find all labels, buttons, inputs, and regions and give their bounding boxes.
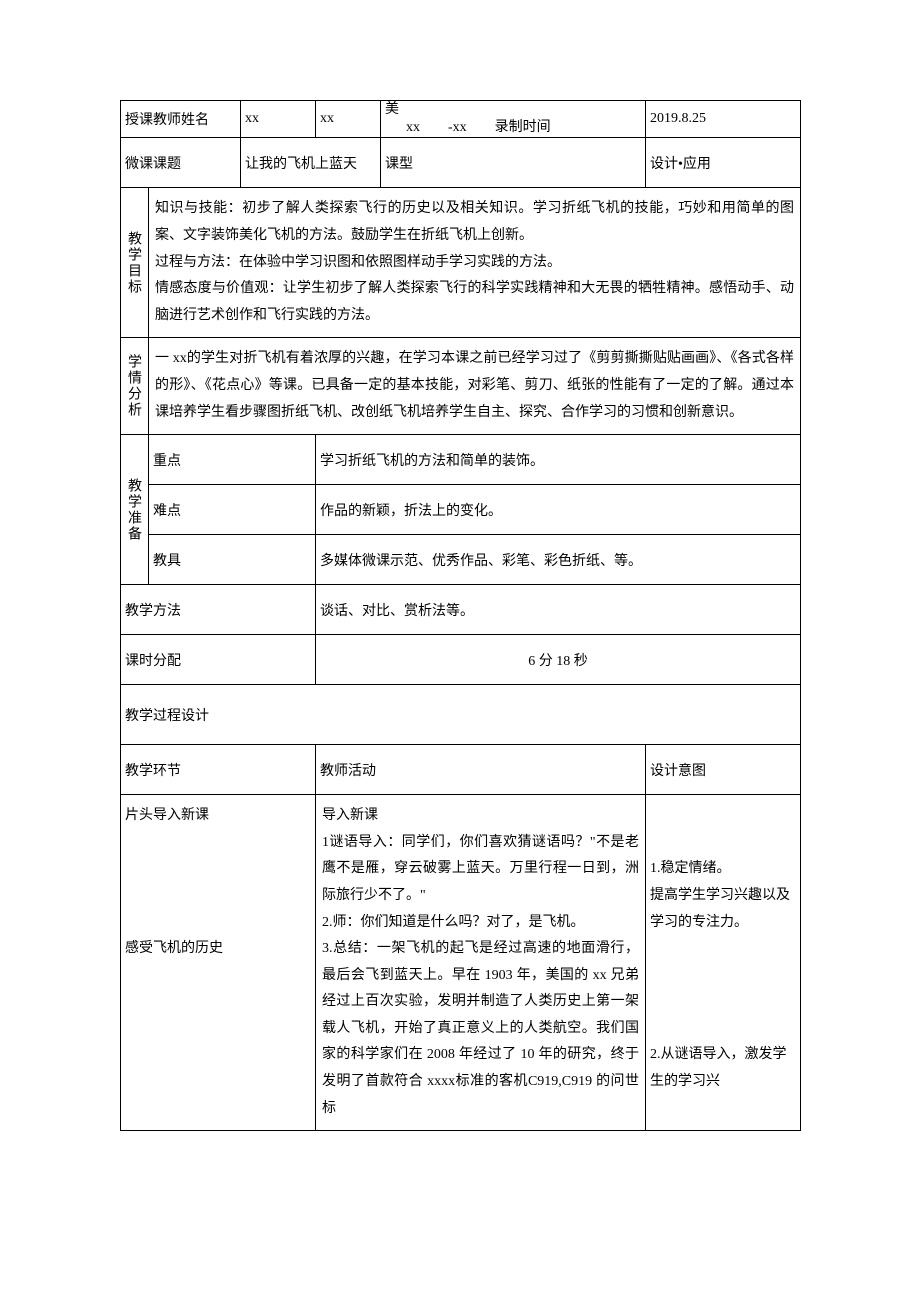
duration-row: 课时分配 6 分 18 秒 — [121, 635, 801, 685]
course-title-label: 微课课题 — [121, 138, 241, 188]
intent-1: 1.稳定情绪。 提高学生学习兴趣以及学习的专注力。 — [650, 861, 790, 929]
process-col1: 教学环节 — [121, 745, 316, 795]
objectives-content: 知识与技能：初步了解人类探索飞行的历史以及相关知识。学习折纸飞机的技能，巧妙和用… — [149, 188, 801, 338]
course-title: 让我的飞机上蓝天 — [241, 138, 381, 188]
subject-dash: -xx — [448, 120, 467, 135]
difficulty-content: 作品的新颖，折法上的变化。 — [316, 485, 801, 535]
tools-label: 教具 — [149, 535, 316, 585]
header-row-2: 微课课题 让我的飞机上蓝天 课型 设计•应用 — [121, 138, 801, 188]
process-activity: 导入新课 1谜语导入：同学们，你们喜欢猜谜语吗？"不是老鹰不是雁，穿云破雾上蓝天… — [316, 795, 646, 1131]
subject-mid: xx — [406, 120, 420, 135]
teacher-name-label: 授课教师姓名 — [121, 101, 241, 138]
subject-cell: 美 xx -xx 录制时间 — [381, 101, 646, 138]
method-label: 教学方法 — [121, 585, 316, 635]
header-row-1: 授课教师姓名 xx xx 美 xx -xx 录制时间 2019.8.25 — [121, 101, 801, 138]
phase-2: 感受飞机的历史 — [125, 941, 223, 956]
process-col2: 教师活动 — [316, 745, 646, 795]
record-time: 2019.8.25 — [646, 101, 801, 138]
duration-content: 6 分 18 秒 — [316, 635, 801, 685]
lesson-type: 设计•应用 — [646, 138, 801, 188]
record-time-label: 录制时间 — [495, 120, 551, 135]
method-content: 谈话、对比、赏析法等。 — [316, 585, 801, 635]
objectives-row: 教学目标 知识与技能：初步了解人类探索飞行的历史以及相关知识。学习折纸飞机的技能… — [121, 188, 801, 338]
process-phase: 片头导入新课 感受飞机的历史 — [121, 795, 316, 1131]
difficulty-label: 难点 — [149, 485, 316, 535]
intent-2: 2.从谜语导入，激发学生的学习兴 — [650, 1047, 787, 1089]
analysis-row: 学情分析 一 xx的学生对折飞机有着浓厚的兴趣，在学习本课之前已经学习过了《剪剪… — [121, 338, 801, 435]
process-intent: 1.稳定情绪。 提高学生学习兴趣以及学习的专注力。 2.从谜语导入，激发学生的学… — [646, 795, 801, 1131]
process-header-row: 教学环节 教师活动 设计意图 — [121, 745, 801, 795]
keypoint-content: 学习折纸飞机的方法和简单的装饰。 — [316, 435, 801, 485]
tools-content: 多媒体微课示范、优秀作品、彩笔、彩色折纸、等。 — [316, 535, 801, 585]
teacher-name-2: xx — [316, 101, 381, 138]
keypoint-label: 重点 — [149, 435, 316, 485]
process-design-label: 教学过程设计 — [121, 685, 801, 745]
analysis-label: 学情分析 — [121, 338, 149, 435]
prep-tools-row: 教具 多媒体微课示范、优秀作品、彩笔、彩色折纸、等。 — [121, 535, 801, 585]
lesson-plan-table: 授课教师姓名 xx xx 美 xx -xx 录制时间 2019.8.25 微课课… — [120, 100, 801, 1131]
objectives-label: 教学目标 — [121, 188, 149, 338]
process-content-row: 片头导入新课 感受飞机的历史 导入新课 1谜语导入：同学们，你们喜欢猜谜语吗？"… — [121, 795, 801, 1131]
preparation-label: 教学准备 — [121, 435, 149, 585]
prep-keypoint-row: 教学准备 重点 学习折纸飞机的方法和简单的装饰。 — [121, 435, 801, 485]
duration-label: 课时分配 — [121, 635, 316, 685]
lesson-type-label: 课型 — [381, 138, 646, 188]
process-col3: 设计意图 — [646, 745, 801, 795]
teacher-name-1: xx — [241, 101, 316, 138]
analysis-content: 一 xx的学生对折飞机有着浓厚的兴趣，在学习本课之前已经学习过了《剪剪撕撕贴贴画… — [149, 338, 801, 435]
method-row: 教学方法 谈话、对比、赏析法等。 — [121, 585, 801, 635]
subject-prefix: 美 — [385, 102, 399, 117]
prep-difficulty-row: 难点 作品的新颖，折法上的变化。 — [121, 485, 801, 535]
phase-1: 片头导入新课 — [125, 808, 209, 823]
process-design-row: 教学过程设计 — [121, 685, 801, 745]
